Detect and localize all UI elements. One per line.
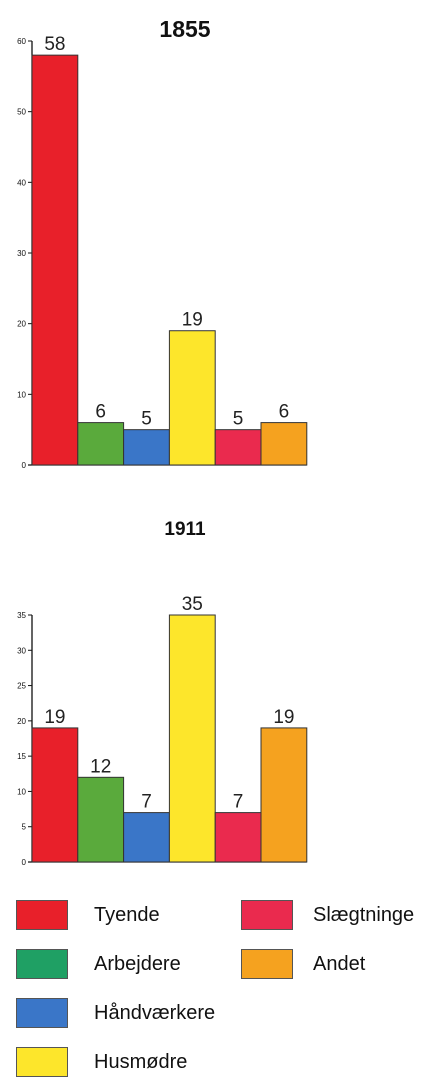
- y-tick-label-1855-40: 40: [17, 178, 26, 187]
- y-tick-label-1855-60: 60: [17, 37, 26, 46]
- y-tick-label-1855-30: 30: [17, 249, 26, 258]
- legend-item-tyende: Tyende: [16, 900, 160, 930]
- y-tick-label-1855-0: 0: [22, 461, 27, 470]
- data-label-1855-tyende: 58: [44, 34, 65, 55]
- data-label-1911-andet: 19: [273, 707, 294, 728]
- bar-1911-andet: [260, 727, 308, 863]
- yellow-swatch: [16, 1047, 68, 1077]
- legend-item-husmoedre: Husmødre: [16, 1047, 187, 1077]
- legend-label-tyende: Tyende: [94, 903, 160, 926]
- data-label-1855-arbejdere: 6: [95, 402, 106, 423]
- bar-1855-andet: [260, 422, 308, 466]
- legend-label-arbejdere: Arbejdere: [94, 952, 181, 975]
- bar-1911-tyende: [31, 727, 79, 863]
- orange-swatch: [241, 949, 293, 979]
- pink-swatch: [241, 900, 293, 930]
- data-label-1855-haandvaerkere: 5: [141, 409, 152, 430]
- data-label-1911-slaegtninge: 7: [233, 792, 244, 813]
- bar-1911-slaegtninge: [214, 812, 262, 863]
- y-tick-label-1911-30: 30: [17, 646, 26, 655]
- legend-item-slaegtninge: Slægtninge: [241, 900, 414, 930]
- legend-label-slaegtninge: Slægtninge: [313, 903, 415, 926]
- bar-1855-slaegtninge: [214, 429, 262, 466]
- legend-item-haandvaerkere: Håndværkere: [16, 998, 215, 1028]
- data-label-1855-husmoedre: 19: [182, 310, 203, 331]
- bar-1911-haandvaerkere: [123, 812, 170, 863]
- legend-label-andet: Andet: [313, 952, 366, 975]
- legend-item-arbejdere: Arbejdere: [16, 949, 181, 979]
- data-label-1911-tyende: 19: [44, 707, 65, 728]
- legend: Tyende Slægtninge Arbejdere Andet Håndvæ…: [0, 895, 431, 1089]
- data-label-1911-haandvaerkere: 7: [141, 792, 152, 813]
- y-tick-label-1855-20: 20: [17, 320, 26, 329]
- y-tick-label-1911-20: 20: [17, 717, 26, 726]
- legend-label-haandvaerkere: Håndværkere: [94, 1001, 216, 1024]
- y-tick-label-1855-10: 10: [17, 390, 26, 399]
- bar-1855-tyende: [31, 54, 79, 466]
- bar-1855-husmoedre: [168, 330, 216, 466]
- charts-canvas: 1855 0 10 20 30 40 50 60 58 6 5 19 5 6 1911 0 5 10 15 20 25 3…: [17, 16, 308, 867]
- y-tick-label-1911-10: 10: [17, 787, 26, 796]
- bar-1911-husmoedre: [168, 614, 216, 863]
- y-tick-label-1911-5: 5: [22, 823, 27, 832]
- y-tick-label-1911-35: 35: [17, 611, 26, 620]
- chart-title-1911: 1911: [164, 519, 206, 540]
- data-label-1855-andet: 6: [279, 402, 290, 423]
- bar-1911-arbejdere: [77, 776, 125, 863]
- y-tick-label-1855-50: 50: [17, 108, 26, 117]
- data-label-1911-arbejdere: 12: [90, 756, 111, 777]
- bar-1855-arbejdere: [77, 422, 125, 466]
- green-swatch: [16, 949, 68, 979]
- y-tick-label-1911-15: 15: [17, 752, 26, 761]
- legend-item-andet: Andet: [241, 949, 365, 979]
- bar-1855-haandvaerkere: [123, 429, 170, 466]
- legend-label-husmoedre: Husmødre: [94, 1050, 188, 1073]
- red-swatch: [16, 900, 68, 930]
- y-tick-label-1911-0: 0: [22, 858, 27, 867]
- chart-title-1855: 1855: [159, 16, 210, 42]
- data-label-1855-slaegtninge: 5: [233, 409, 244, 430]
- y-tick-label-1911-25: 25: [17, 682, 26, 691]
- data-label-1911-husmoedre: 35: [182, 594, 203, 615]
- blue-swatch: [16, 998, 68, 1028]
